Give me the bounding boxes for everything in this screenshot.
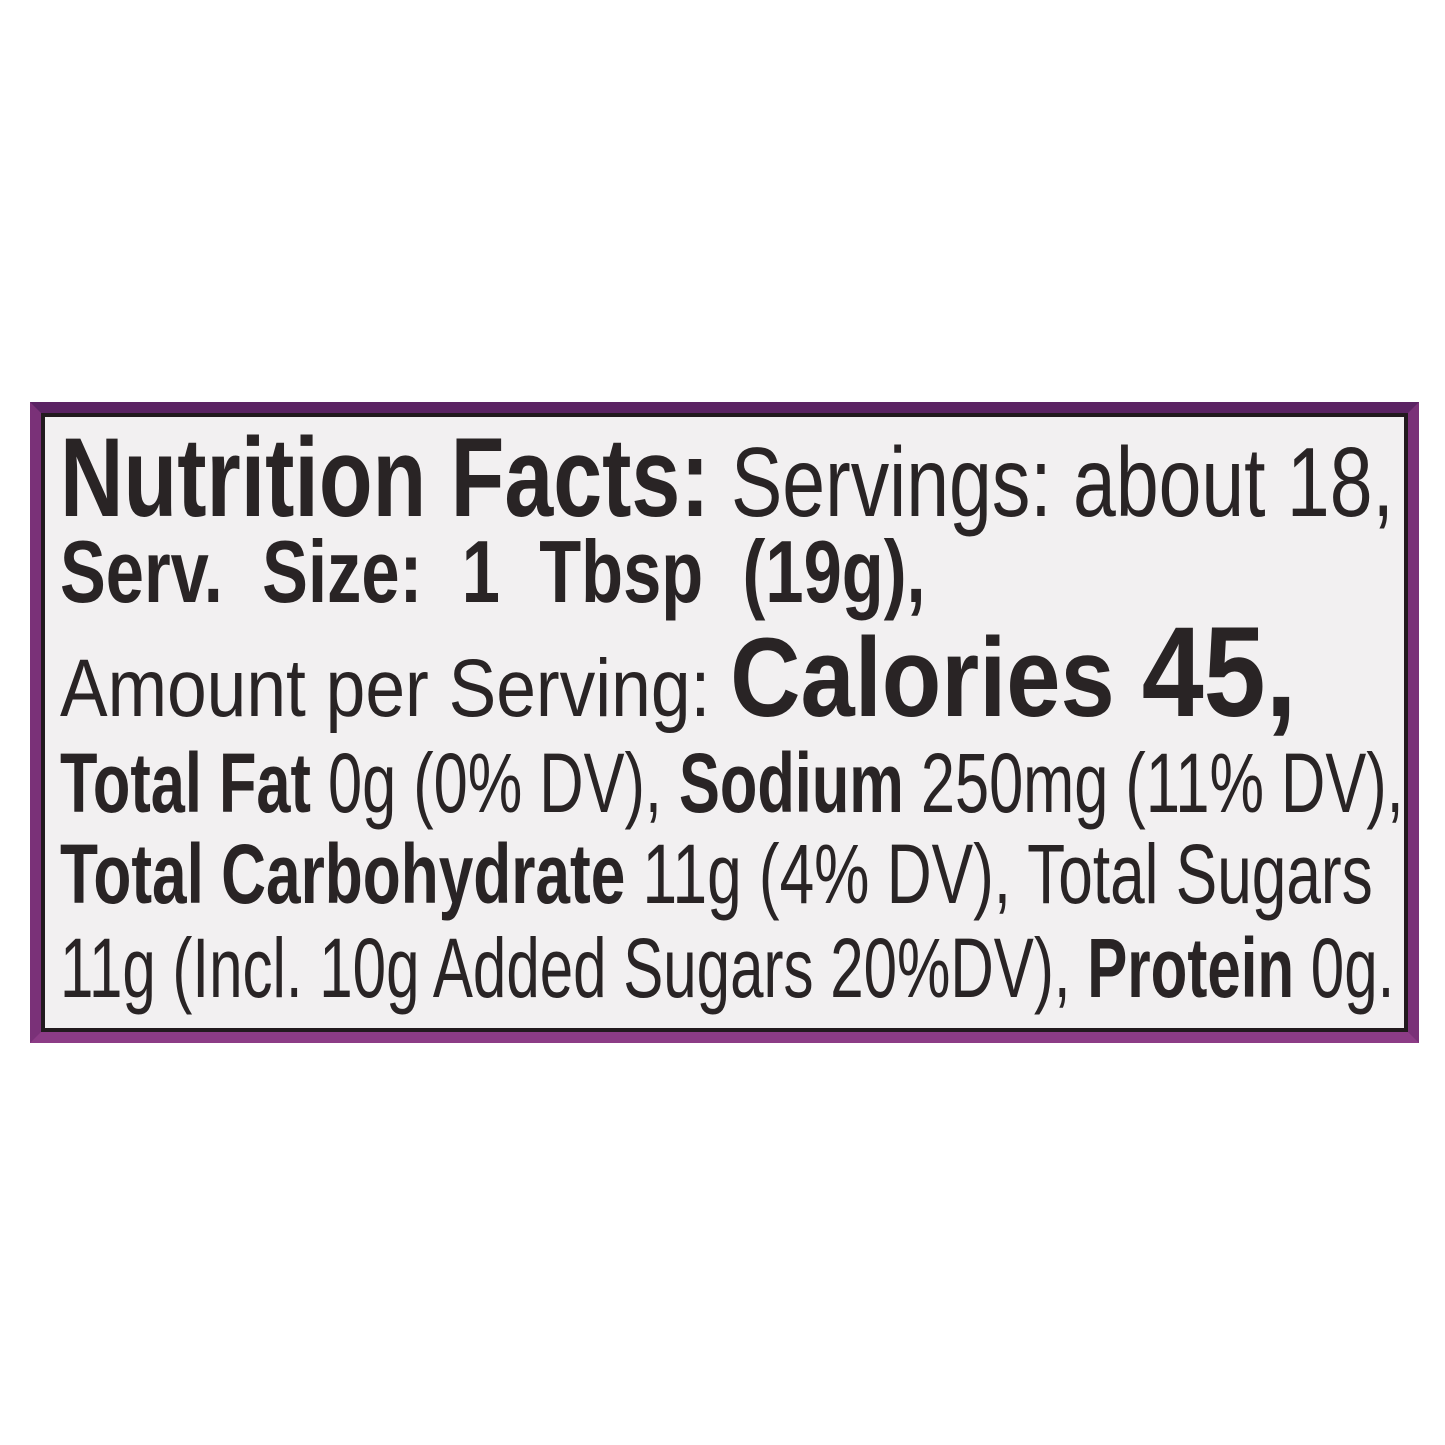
label-text-segment: Calories	[730, 615, 1142, 740]
label-text-segment: Serv. Size: 1 Tbsp (19g),	[60, 522, 926, 621]
label-text-segment: 11g (Incl. 10g Added Sugars 20%DV),	[60, 921, 1088, 1015]
label-line-fat-sodium: Total Fat 0g (0% DV), Sodium 250mg (11% …	[60, 741, 1404, 825]
label-text-segment: 0g.	[1294, 921, 1395, 1015]
nutrition-label-panel: Nutrition Facts: Servings: about 18, Ser…	[41, 413, 1408, 1032]
label-line-carbohydrate: Total Carbohydrate 11g (4% DV), Total Su…	[60, 832, 1373, 916]
label-text-segment: Sodium	[678, 736, 904, 830]
label-text-segment: Nutrition Facts:	[60, 415, 710, 540]
label-text-segment: Servings: about 18,	[709, 427, 1394, 537]
label-line-servings: Nutrition Facts: Servings: about 18,	[60, 422, 1394, 534]
label-line-calories: Amount per Serving: Calories 45,	[60, 609, 1297, 737]
nutrition-label: Nutrition Facts: Servings: about 18, Ser…	[30, 402, 1419, 1043]
label-text-segment: 11g (4% DV), Total Sugars	[625, 827, 1373, 921]
label-text-segment: Amount per Serving:	[60, 643, 731, 734]
label-text-segment: 0g (0% DV),	[310, 736, 679, 830]
label-text-segment: Total Fat	[60, 736, 311, 830]
label-text-segment: Total Carbohydrate	[60, 827, 626, 921]
label-line-serving-size: Serv. Size: 1 Tbsp (19g),	[60, 528, 926, 616]
label-line-sugars-protein: 11g (Incl. 10g Added Sugars 20%DV), Prot…	[60, 926, 1394, 1010]
label-text-segment: Protein	[1087, 921, 1295, 1015]
label-text-segment: 45,	[1141, 601, 1297, 744]
label-text-segment: 250mg (11% DV),	[903, 736, 1404, 830]
